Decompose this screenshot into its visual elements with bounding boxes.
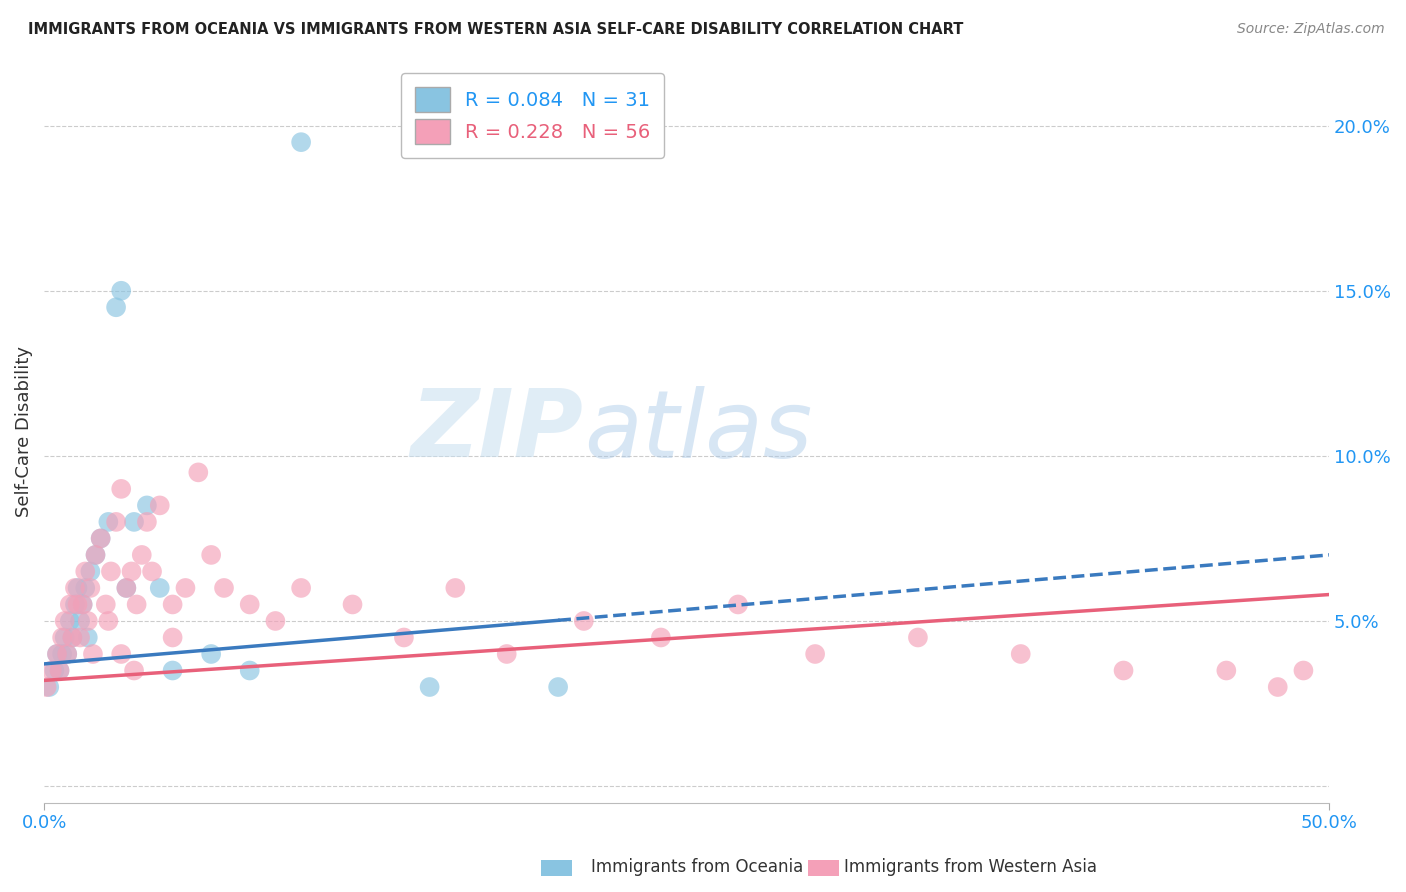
Point xyxy=(115,581,138,595)
Point xyxy=(105,300,128,314)
Point xyxy=(59,614,82,628)
Point xyxy=(38,680,60,694)
Point xyxy=(94,598,117,612)
Point xyxy=(76,614,98,628)
Point xyxy=(79,581,101,595)
Point xyxy=(162,598,184,612)
Point xyxy=(1010,647,1032,661)
Point xyxy=(53,631,76,645)
Point xyxy=(56,647,79,661)
Y-axis label: Self-Care Disability: Self-Care Disability xyxy=(15,345,32,516)
Point xyxy=(44,664,66,678)
Point xyxy=(66,598,89,612)
Point xyxy=(51,647,73,661)
Point xyxy=(495,647,517,661)
Text: ZIP: ZIP xyxy=(411,385,583,477)
Point xyxy=(290,135,312,149)
Point xyxy=(135,515,157,529)
Point xyxy=(90,532,112,546)
Point xyxy=(200,548,222,562)
Point xyxy=(105,515,128,529)
Point xyxy=(59,598,82,612)
Point xyxy=(290,581,312,595)
Point xyxy=(122,664,145,678)
Point xyxy=(572,614,595,628)
Point xyxy=(200,647,222,661)
Point xyxy=(46,647,69,661)
Point xyxy=(84,548,107,562)
Point xyxy=(56,647,79,661)
Point xyxy=(122,515,145,529)
Point xyxy=(63,598,86,612)
Point xyxy=(1215,664,1237,678)
Point xyxy=(48,664,70,678)
Point xyxy=(264,614,287,628)
Point xyxy=(907,631,929,645)
Legend: R = 0.084   N = 31, R = 0.228   N = 56: R = 0.084 N = 31, R = 0.228 N = 56 xyxy=(401,73,664,158)
Point xyxy=(110,647,132,661)
Point xyxy=(60,631,83,645)
Point xyxy=(392,631,415,645)
Point xyxy=(69,631,91,645)
Point xyxy=(51,631,73,645)
Point xyxy=(419,680,441,694)
Point xyxy=(110,284,132,298)
Point xyxy=(187,466,209,480)
Point xyxy=(115,581,138,595)
Point xyxy=(1112,664,1135,678)
Point xyxy=(35,680,58,694)
Text: Source: ZipAtlas.com: Source: ZipAtlas.com xyxy=(1237,22,1385,37)
Point xyxy=(69,614,91,628)
Point xyxy=(97,614,120,628)
Point xyxy=(135,499,157,513)
Point xyxy=(342,598,364,612)
Point xyxy=(60,631,83,645)
Point xyxy=(97,515,120,529)
Point xyxy=(212,581,235,595)
Point xyxy=(650,631,672,645)
Point xyxy=(131,548,153,562)
Point xyxy=(727,598,749,612)
Point xyxy=(804,647,827,661)
Point xyxy=(48,664,70,678)
Point xyxy=(162,664,184,678)
Point xyxy=(100,565,122,579)
Point xyxy=(149,499,172,513)
Text: IMMIGRANTS FROM OCEANIA VS IMMIGRANTS FROM WESTERN ASIA SELF-CARE DISABILITY COR: IMMIGRANTS FROM OCEANIA VS IMMIGRANTS FR… xyxy=(28,22,963,37)
Point xyxy=(1292,664,1315,678)
Point xyxy=(239,598,262,612)
Point xyxy=(444,581,467,595)
Text: Immigrants from Western Asia: Immigrants from Western Asia xyxy=(844,858,1097,876)
Point xyxy=(110,482,132,496)
Point xyxy=(75,565,97,579)
Point xyxy=(162,631,184,645)
Point xyxy=(66,581,89,595)
Point xyxy=(1267,680,1289,694)
Point xyxy=(72,598,94,612)
Point xyxy=(53,614,76,628)
Point xyxy=(174,581,197,595)
Point xyxy=(79,565,101,579)
Point xyxy=(239,664,262,678)
Text: Immigrants from Oceania: Immigrants from Oceania xyxy=(591,858,803,876)
Point xyxy=(41,664,63,678)
Point xyxy=(46,647,69,661)
Point xyxy=(547,680,569,694)
Point xyxy=(90,532,112,546)
Point xyxy=(141,565,163,579)
Point xyxy=(121,565,143,579)
Point xyxy=(149,581,172,595)
Point xyxy=(76,631,98,645)
Point xyxy=(125,598,148,612)
Point xyxy=(72,598,94,612)
Text: atlas: atlas xyxy=(583,385,813,476)
Point xyxy=(84,548,107,562)
Point xyxy=(82,647,104,661)
Point xyxy=(63,581,86,595)
Point xyxy=(75,581,97,595)
